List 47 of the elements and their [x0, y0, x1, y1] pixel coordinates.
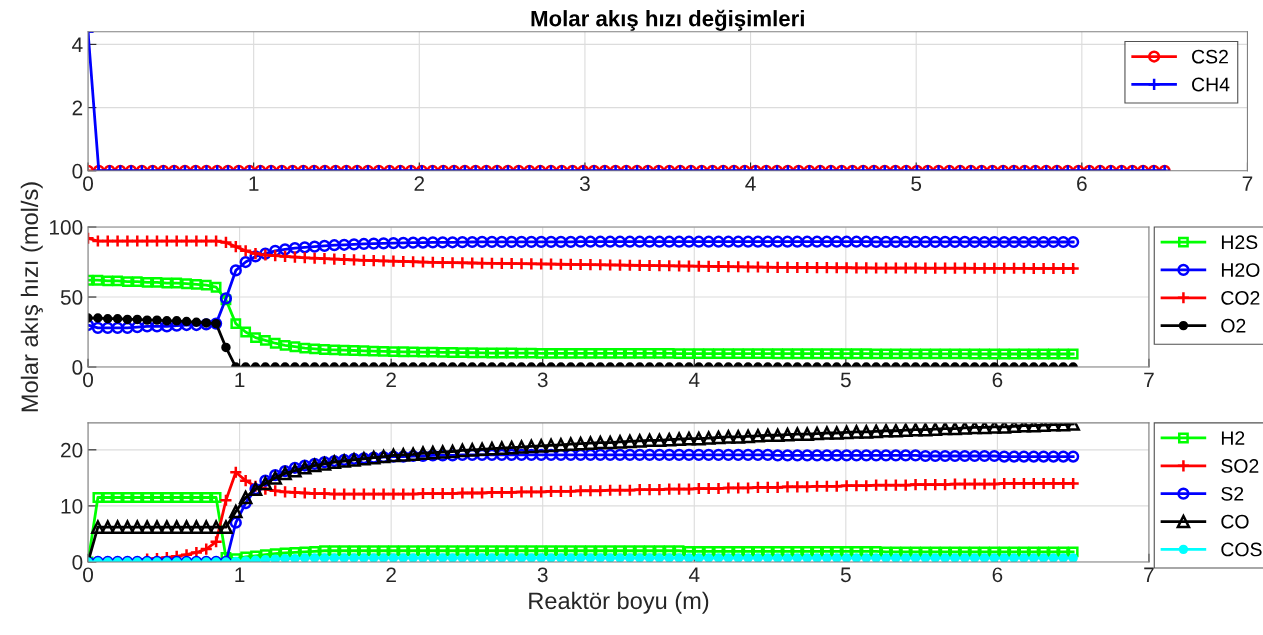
y-tick-label: 2: [72, 100, 83, 116]
x-tick-label: 1: [235, 567, 245, 582]
x-tick-label: 2: [414, 176, 425, 191]
x-tick-label: 7: [1144, 372, 1154, 387]
x-tick-label: 1: [235, 372, 245, 387]
x-tick-label: 4: [688, 372, 700, 387]
x-tick-label: 2: [386, 372, 396, 387]
y-tick-label: 100: [50, 220, 83, 235]
x-axis-title: Reaktör boyu (m): [529, 591, 709, 614]
x-tick-label: 1: [249, 176, 259, 191]
x-tick-label: 6: [992, 372, 1003, 388]
y-axis-title: Molar akış hızı (mol/s): [20, 182, 43, 412]
x-tick-label: 6: [1077, 176, 1087, 191]
legend-label: CS2: [1192, 49, 1228, 64]
chart-title: Molar akış hızı değişimleri: [531, 9, 804, 31]
x-tick-label: 5: [840, 567, 851, 583]
y-tick-label: 50: [60, 290, 83, 305]
legend-label: S2: [1221, 486, 1244, 501]
x-tick-label: 5: [840, 372, 851, 388]
y-tick-label: 0: [72, 163, 83, 179]
x-tick-label: 6: [992, 567, 1003, 583]
x-tick-label: 0: [83, 567, 94, 583]
legend-label: H2O: [1221, 263, 1260, 277]
y-tick-label: 0: [72, 360, 83, 375]
y-tick-label: 10: [61, 498, 83, 514]
x-tick-label: 5: [911, 176, 922, 191]
y-tick-label: 0: [72, 554, 83, 570]
x-tick-label: 4: [745, 176, 756, 191]
x-tick-label: 4: [688, 567, 700, 582]
legend-label: O2: [1221, 318, 1246, 333]
y-tick-label: 20: [61, 442, 83, 458]
x-tick-label: 3: [579, 176, 590, 191]
legend-label: SO2: [1221, 459, 1259, 473]
legend-label: COS: [1221, 542, 1262, 557]
x-tick-label: 2: [386, 567, 396, 582]
legend-label: CO: [1221, 514, 1249, 529]
y-tick-label: 4: [72, 37, 83, 52]
legend-label: CH4: [1192, 77, 1230, 92]
legend-label: H2S: [1221, 235, 1258, 250]
legend-label: H2: [1221, 431, 1245, 445]
x-tick-label: 0: [83, 176, 94, 191]
x-tick-label: 3: [537, 567, 548, 583]
x-tick-label: 3: [537, 372, 548, 388]
x-tick-label: 0: [83, 372, 94, 388]
x-tick-label: 7: [1144, 567, 1154, 582]
x-tick-label: 7: [1242, 176, 1253, 191]
legend-label: CO2: [1221, 291, 1260, 305]
